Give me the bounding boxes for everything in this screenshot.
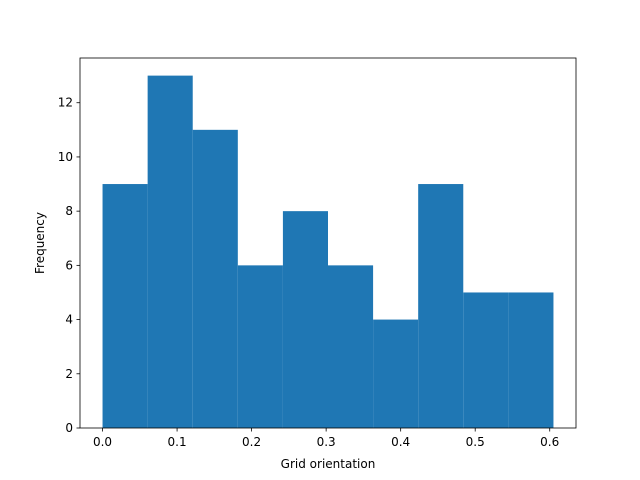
bar [102,184,148,428]
x-tick-label: 0.3 [317,435,336,449]
y-tick-label: 12 [58,96,73,110]
y-axis-label: Frequency [33,212,47,274]
y-tick-label: 0 [65,421,73,435]
x-tick-label: 0.2 [242,435,261,449]
y-tick-label: 4 [65,313,73,327]
bar [463,292,509,428]
y-tick-label: 8 [65,204,73,218]
bar [418,184,464,428]
x-tick-label: 0.0 [93,435,112,449]
bar [373,319,419,428]
bar [237,265,283,428]
bar [147,75,193,428]
y-tick-label: 2 [65,367,73,381]
y-tick-label: 10 [58,150,73,164]
bar [192,129,238,429]
bar [328,265,374,428]
x-tick-label: 0.4 [391,435,410,449]
x-tick-label: 0.6 [540,435,559,449]
x-axis-label: Grid orientation [281,457,376,471]
bar [508,292,554,428]
plot-frame [79,57,577,429]
y-tick-label: 6 [65,258,73,272]
x-tick-label: 0.5 [466,435,485,449]
bar [282,211,328,428]
x-tick-label: 0.1 [168,435,187,449]
